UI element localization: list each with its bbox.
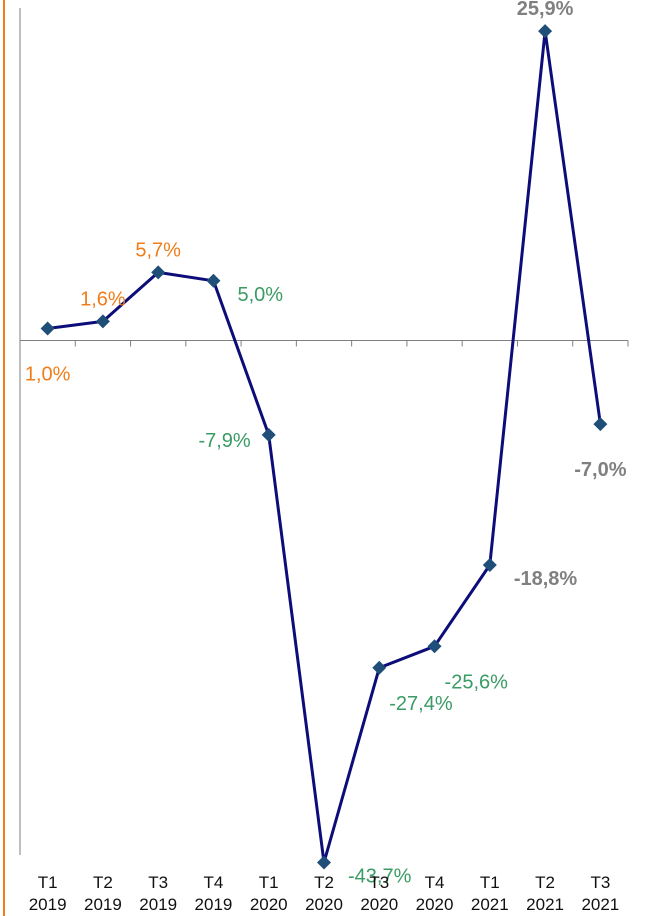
x-axis-labels: T1 2019 T2 2019 T3 2019 T4 2019 T1 2020 T2 2020 T3 20…: [29, 873, 620, 914]
data-point: [427, 639, 442, 654]
data-label: -43,7%: [348, 865, 412, 887]
data-label: 25,9%: [517, 0, 574, 20]
data-point: [372, 660, 387, 675]
x-tick-label: T3 2019: [139, 873, 177, 914]
data-label: 1,0%: [25, 364, 71, 386]
data-point: [40, 321, 55, 336]
x-tick-label: T4 2019: [195, 873, 233, 914]
x-tick-label: T4 2020: [416, 873, 454, 914]
data-label: 5,7%: [135, 239, 181, 261]
data-labels: 1,0% 1,6% 5,7% 5,0% -7,9% -43,7% -27,4%-25,6% -…: [25, 0, 627, 887]
x-tick-label: T2 2019: [84, 873, 122, 914]
x-tick-label: T1 2021: [471, 873, 509, 914]
data-point: [261, 427, 276, 442]
data-point: [538, 24, 553, 39]
data-point: [206, 273, 221, 288]
data-label: -25,6%: [445, 671, 509, 693]
data-label: 1,6%: [80, 288, 126, 310]
data-point: [95, 314, 110, 329]
x-tick-label: T1 2020: [250, 873, 288, 914]
x-tick-label: T3 2021: [581, 873, 619, 914]
data-point: [151, 265, 166, 280]
data-label: -18,8%: [514, 568, 578, 590]
x-axis-ticks: [19, 340, 629, 347]
data-label: 5,0%: [237, 284, 283, 306]
series-line: [47, 29, 602, 864]
data-point: [593, 417, 608, 432]
x-tick-label: T3 2020: [360, 873, 398, 914]
data-point: [482, 558, 497, 573]
data-label: -7,0%: [574, 459, 626, 481]
x-tick-label: T1 2019: [29, 873, 67, 914]
x-tick-label: T2 2021: [526, 873, 564, 914]
data-point: [317, 855, 331, 870]
x-tick-label: T2 2020: [305, 873, 343, 914]
data-label: -27,4%: [389, 693, 453, 715]
data-label: -7,9%: [198, 430, 250, 452]
series-markers: [40, 24, 608, 870]
